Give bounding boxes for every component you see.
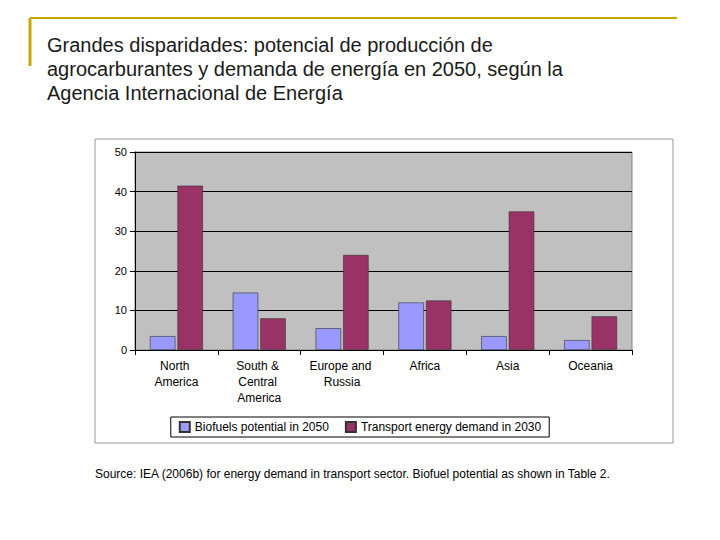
svg-text:America: America — [237, 391, 281, 405]
svg-text:50: 50 — [115, 146, 127, 158]
svg-text:30: 30 — [115, 225, 127, 237]
svg-text:Grandes disparidades: potencia: Grandes disparidades: potencial de produ… — [47, 34, 498, 56]
svg-text:Central: Central — [238, 375, 280, 389]
svg-text:South &: South & — [236, 359, 282, 373]
svg-text:Agencia Internacional de Energ: Agencia Internacional de Energía — [47, 82, 344, 104]
svg-text:Source: IEA (2006b) for energy: Source: IEA (2006b) for energy demand in… — [95, 467, 610, 481]
svg-text:Transport energy demand in 203: Transport energy demand in 2030 — [361, 420, 542, 434]
svg-text:20: 20 — [115, 265, 127, 277]
svg-text:agrocarburantes y demanda de e: agrocarburantes y demanda de energía en … — [47, 58, 568, 80]
svg-text:10: 10 — [115, 304, 127, 316]
svg-text:North: North — [160, 359, 193, 373]
svg-text:40: 40 — [115, 186, 127, 198]
svg-text:Asia: Asia — [496, 359, 520, 373]
svg-text:0: 0 — [121, 344, 127, 356]
svg-text:Russia: Russia — [324, 375, 361, 389]
svg-text:Biofuels potential in 2050: Biofuels potential in 2050 — [195, 420, 329, 434]
svg-text:Africa: Africa — [410, 359, 441, 373]
svg-text:America: America — [154, 375, 198, 389]
svg-text:Oceania: Oceania — [568, 359, 613, 373]
svg-text:Europe and: Europe and — [309, 359, 374, 373]
